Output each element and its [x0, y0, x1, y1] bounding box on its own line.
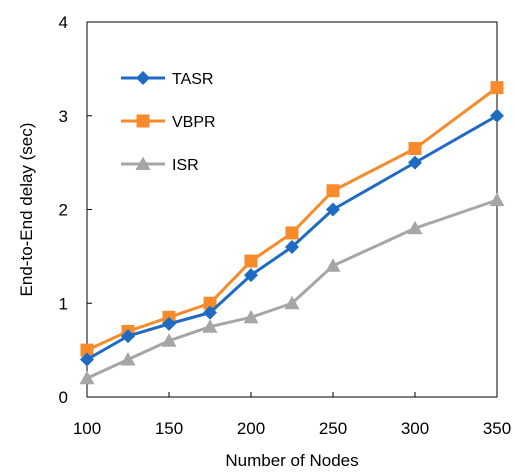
legend-marker-vbpr: [136, 114, 150, 128]
data-point-tasr: [285, 240, 299, 254]
data-point-tasr: [408, 155, 422, 170]
data-point-vbpr: [285, 226, 299, 240]
data-point-vbpr: [326, 184, 340, 198]
data-point-tasr: [80, 352, 94, 367]
legend-label: TASR: [172, 71, 213, 88]
legend-item-isr: ISR: [121, 156, 199, 174]
x-tick-label: 150: [155, 419, 183, 438]
data-point-isr: [79, 370, 95, 385]
series-tasr: [80, 108, 504, 367]
data-point-tasr: [326, 202, 340, 217]
data-point-isr: [489, 192, 505, 207]
data-point-tasr: [244, 268, 258, 283]
data-point-isr: [202, 319, 218, 333]
y-tick-label: 3: [59, 107, 68, 126]
data-point-vbpr: [408, 142, 422, 156]
data-point-isr: [243, 309, 259, 324]
y-axis: 0 1 2 3 4: [59, 13, 92, 407]
x-tick-label: 100: [73, 419, 101, 438]
y-axis-title: End-to-End delay (sec): [17, 123, 36, 297]
x-tick-label: 250: [319, 419, 347, 438]
data-point-vbpr: [80, 343, 94, 357]
legend-item-tasr: TASR: [121, 71, 213, 88]
x-tick-label: 200: [237, 419, 265, 438]
legend-label: ISR: [172, 157, 199, 174]
data-point-isr: [161, 333, 177, 347]
data-point-tasr: [121, 329, 135, 344]
x-tick-label: 350: [483, 419, 511, 438]
y-tick-label: 2: [59, 201, 68, 220]
data-point-isr: [284, 295, 300, 310]
legend-item-vbpr: VBPR: [121, 114, 216, 131]
x-axis-title: Number of Nodes: [225, 451, 358, 470]
legend-marker-isr: [135, 156, 151, 170]
series-layer: [79, 81, 505, 385]
data-point-isr: [120, 352, 136, 366]
data-point-isr: [407, 220, 423, 235]
y-tick-label: 0: [59, 388, 68, 407]
legend: TASR VBPR ISR: [121, 71, 216, 174]
y-tick-label: 4: [59, 13, 68, 32]
series-vbpr: [80, 81, 504, 357]
data-point-tasr: [203, 305, 217, 320]
data-point-vbpr: [203, 296, 217, 310]
legend-marker-tasr: [136, 71, 150, 85]
data-point-tasr: [162, 316, 176, 331]
x-axis: 100 150 200 250 300 350: [73, 392, 511, 438]
legend-label: VBPR: [172, 114, 216, 131]
data-point-vbpr: [490, 81, 504, 95]
data-point-vbpr: [244, 254, 258, 268]
series-isr: [79, 192, 505, 385]
y-tick-label: 1: [59, 294, 68, 313]
data-point-tasr: [490, 108, 504, 123]
data-point-isr: [325, 258, 341, 272]
x-tick-label: 300: [401, 419, 429, 438]
